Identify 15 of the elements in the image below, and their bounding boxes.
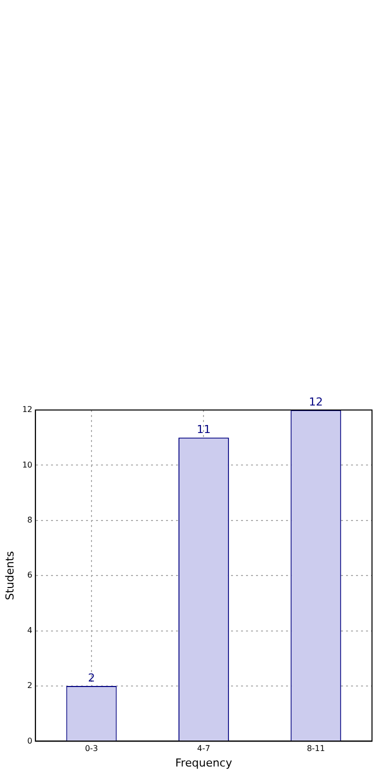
- y-axis-title: Students: [3, 550, 16, 600]
- y-tick-label: 6: [27, 570, 32, 580]
- data-label: 2: [88, 671, 95, 684]
- y-tick-label: 12: [22, 405, 32, 414]
- data-label: 12: [308, 395, 323, 408]
- x-axis-title: Frequency: [175, 756, 233, 770]
- data-label: 11: [196, 422, 211, 436]
- x-tick-label: 4-7: [197, 744, 210, 754]
- y-tick-label: 8: [27, 515, 32, 524]
- y-tick-label: 10: [22, 460, 32, 470]
- y-tick-label: 4: [27, 626, 32, 635]
- x-tick-label: 8-11: [306, 744, 325, 754]
- y-tick-label: 0: [27, 736, 32, 746]
- x-tick-label: 0-3: [84, 744, 98, 754]
- y-tick-label: 2: [27, 681, 32, 690]
